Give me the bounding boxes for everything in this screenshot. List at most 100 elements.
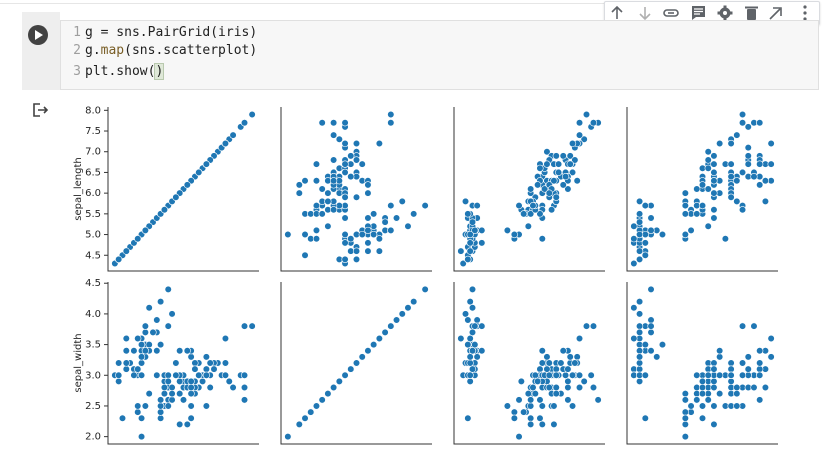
data-point: [468, 304, 477, 312]
data-point: [168, 310, 176, 318]
data-point: [756, 181, 764, 189]
data-point: [721, 160, 729, 168]
data-point: [538, 377, 546, 386]
run-button[interactable]: [22, 12, 60, 52]
data-point: [466, 226, 474, 235]
data-point: [134, 371, 142, 379]
data-point: [531, 193, 539, 201]
data-point: [240, 383, 249, 392]
delete-button[interactable]: [745, 6, 758, 21]
data-point: [164, 396, 172, 404]
comment-button[interactable]: [692, 6, 705, 20]
code-text: g = sns.PairGrid(iris): [85, 25, 258, 40]
data-point: [347, 160, 355, 168]
data-point: [561, 168, 570, 177]
data-point: [370, 340, 378, 349]
data-point: [153, 214, 161, 222]
data-point: [352, 243, 361, 251]
data-point: [466, 340, 474, 349]
data-point: [157, 298, 165, 306]
data-point: [341, 259, 349, 268]
data-point: [130, 371, 138, 379]
open-button[interactable]: [769, 7, 782, 20]
data-point: [545, 371, 553, 379]
data-point: [134, 365, 142, 373]
move-up-button[interactable]: [611, 5, 623, 19]
data-point: [324, 390, 332, 398]
data-point: [561, 365, 570, 373]
data-point: [681, 230, 689, 239]
data-point: [756, 119, 764, 127]
data-point: [295, 189, 303, 197]
output-icon: [33, 103, 49, 117]
data-point: [564, 347, 572, 355]
data-point: [704, 185, 712, 193]
data-point: [727, 390, 735, 398]
data-point: [358, 177, 366, 185]
settings-button[interactable]: [717, 5, 733, 21]
data-point: [568, 371, 577, 379]
data-point: [318, 201, 326, 210]
data-point: [503, 402, 511, 410]
data-point: [160, 390, 169, 398]
data-point: [312, 177, 321, 185]
data-point: [681, 433, 689, 441]
data-point: [630, 365, 638, 373]
data-point: [520, 408, 528, 416]
data-point: [564, 365, 572, 373]
data-point: [221, 359, 230, 367]
data-point: [687, 402, 695, 410]
data-point: [510, 408, 518, 416]
data-point: [464, 210, 472, 218]
data-point: [727, 371, 735, 379]
data-point: [164, 383, 172, 392]
data-point: [157, 408, 165, 416]
data-point: [164, 285, 172, 293]
data-point: [710, 177, 718, 185]
data-point: [141, 226, 149, 235]
data-point: [153, 316, 161, 324]
data-point: [137, 371, 146, 379]
data-point: [157, 340, 165, 349]
data-point: [566, 160, 574, 168]
data-point: [466, 239, 474, 247]
data-point: [210, 152, 218, 160]
data-point: [573, 359, 581, 367]
data-point: [330, 131, 338, 139]
data-point: [341, 168, 349, 177]
data-point: [347, 160, 355, 168]
data-point: [141, 226, 149, 235]
data-point: [687, 210, 695, 218]
data-point: [635, 255, 644, 264]
data-point: [364, 226, 372, 235]
code-editor[interactable]: 1 g = sns.PairGrid(iris) 2 g.map(sns.scatt…: [60, 20, 819, 90]
more-button[interactable]: [803, 5, 807, 21]
data-point: [375, 334, 383, 343]
data-point: [141, 322, 149, 330]
data-point: [559, 365, 567, 373]
data-point: [641, 226, 649, 235]
data-point: [641, 322, 649, 330]
data-point: [198, 164, 207, 172]
data-point: [153, 214, 161, 222]
y-tick-label: 7.5: [85, 126, 101, 137]
data-point: [160, 206, 169, 214]
move-down-button[interactable]: [639, 7, 651, 21]
data-point: [202, 160, 210, 168]
data-point: [589, 383, 598, 392]
data-point: [145, 340, 153, 349]
data-point: [541, 164, 549, 172]
data-point: [134, 334, 142, 343]
data-point: [358, 230, 366, 239]
data-point: [464, 255, 472, 264]
data-point: [324, 390, 332, 398]
data-point: [471, 347, 479, 355]
data-point: [295, 420, 303, 428]
link-button[interactable]: [663, 9, 679, 17]
data-point: [681, 390, 689, 398]
data-point: [330, 383, 338, 392]
data-point: [710, 371, 718, 379]
data-point: [341, 371, 349, 379]
data-point: [118, 414, 127, 422]
data-point: [137, 340, 146, 349]
